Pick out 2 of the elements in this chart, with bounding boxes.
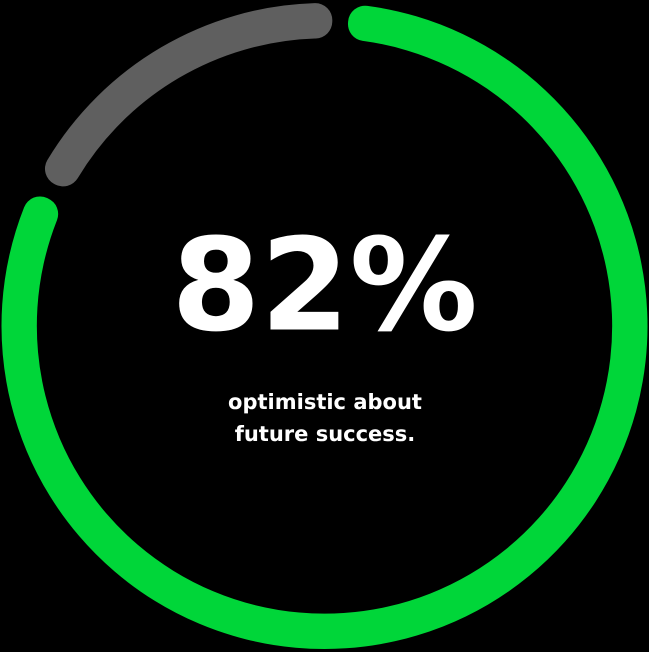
data-label: 82% bbox=[171, 211, 478, 360]
text: optimistic about future success. bbox=[227, 389, 423, 448]
